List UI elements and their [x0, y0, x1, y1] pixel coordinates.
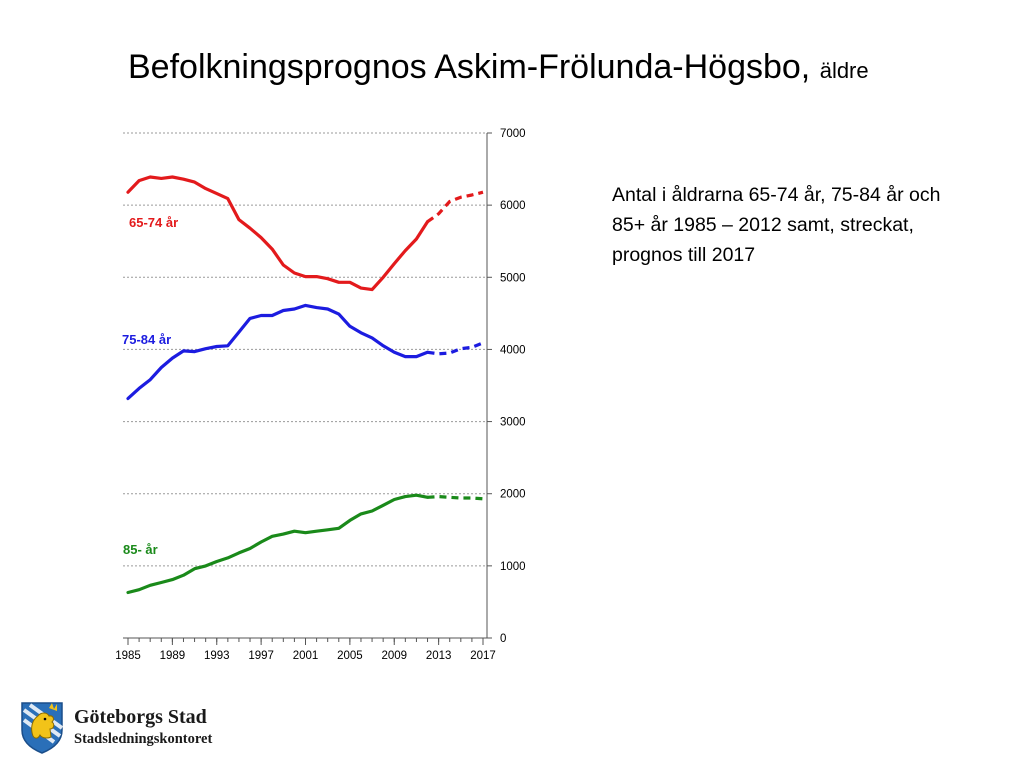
x-tick-label: 1989	[160, 650, 186, 662]
x-tick-label: 2009	[381, 650, 407, 662]
series-line-actual	[126, 493, 430, 595]
series-line-actual	[126, 175, 430, 292]
series-label: 75-84 år	[122, 332, 171, 347]
y-tick-label: 7000	[500, 128, 526, 140]
x-tick-label: 1993	[204, 650, 230, 662]
y-tick-label: 0	[500, 633, 506, 645]
y-tick-label: 5000	[500, 272, 526, 284]
x-tick-label: 2013	[426, 650, 452, 662]
y-tick-label: 3000	[500, 417, 526, 429]
title-main: Befolkningsprognos Askim-Frölunda-Högsbo…	[128, 48, 811, 86]
org-name: Göteborgs Stad	[74, 706, 207, 728]
x-tick-label: 1997	[248, 650, 274, 662]
y-tick-label: 4000	[500, 344, 526, 356]
y-tick-label: 6000	[500, 200, 526, 212]
title-suffix: äldre	[819, 58, 869, 83]
series-line-forecast	[427, 341, 484, 356]
slide-title: Befolkningsprognos Askim-Frölunda-Högsbo…	[128, 48, 988, 87]
x-tick-label: 1985	[115, 650, 141, 662]
series-label: 65-74 år	[129, 215, 178, 230]
y-tick-label: 1000	[500, 561, 526, 573]
series-line-forecast	[427, 495, 484, 501]
x-tick-label: 2001	[293, 650, 319, 662]
x-tick-label: 2017	[470, 650, 496, 662]
x-tick-label: 2005	[337, 650, 363, 662]
gothenburg-lion-shield-icon	[21, 702, 64, 754]
series-line-forecast	[426, 190, 484, 224]
series-line-actual	[126, 303, 430, 401]
series-label: 85- år	[123, 542, 158, 557]
chart-description: Antal i åldrarna 65-74 år, 75-84 år och …	[612, 184, 941, 266]
department-name: Stadsledningskontoret	[74, 731, 213, 747]
logo: Göteborgs Stad Stadsledningskontoret	[18, 700, 258, 756]
y-tick-label: 2000	[500, 489, 526, 501]
